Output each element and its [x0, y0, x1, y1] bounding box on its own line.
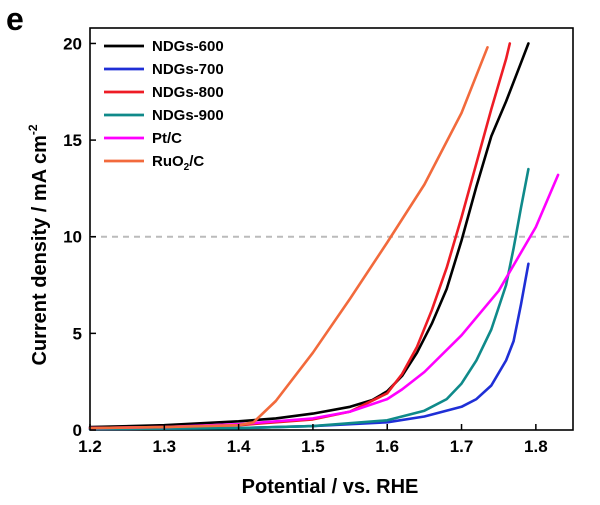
x-tick-label-1: 1.3 — [152, 437, 176, 456]
ticks-group: 1.2 1.3 1.4 1.5 1.6 1.7 1.8 0 5 10 15 20 — [63, 34, 548, 456]
series-line-0 — [88, 42, 530, 429]
legend-label-3: NDGs-900 — [152, 107, 224, 124]
legend: NDGs-600 NDGs-700 NDGs-800 NDGs-900 Pt/C RuO2… — [104, 38, 224, 173]
x-tick-label-5: 1.7 — [450, 437, 474, 456]
legend-label-0: NDGs-600 — [152, 38, 224, 55]
x-tick-label-3: 1.5 — [301, 437, 325, 456]
y-tick-label-2: 10 — [63, 228, 82, 247]
legend-label-2: NDGs-800 — [152, 84, 224, 101]
series-line-5 — [88, 46, 489, 430]
panel-label: e — [6, 1, 24, 37]
x-axis-title: Potential / vs. RHE — [242, 476, 419, 498]
series-group — [88, 42, 560, 431]
legend-label-5: RuO2/C — [152, 153, 204, 173]
plot-area — [89, 27, 574, 431]
y-axis-title-superscript: -2 — [26, 124, 40, 135]
x-tick-label-0: 1.2 — [78, 437, 102, 456]
plot-frame — [89, 27, 574, 431]
y-tick-label-3: 15 — [63, 131, 82, 150]
legend-label-4: Pt/C — [152, 130, 182, 147]
x-tick-label-6: 1.8 — [524, 437, 548, 456]
y-axis-title-group: Current density / mA cm-2 — [26, 124, 51, 365]
legend-label-1: NDGs-700 — [152, 61, 224, 78]
x-tick-label-2: 1.4 — [227, 437, 251, 456]
y-axis-title: Current density / mA cm-2 — [26, 124, 51, 365]
series-line-1 — [88, 262, 530, 431]
y-tick-label-1: 5 — [73, 324, 82, 343]
y-axis-title-main: Current density / mA cm — [29, 135, 51, 365]
series-line-3 — [88, 167, 530, 431]
x-tick-label-4: 1.6 — [375, 437, 399, 456]
y-tick-label-0: 0 — [73, 421, 82, 440]
y-tick-label-4: 20 — [63, 34, 82, 53]
